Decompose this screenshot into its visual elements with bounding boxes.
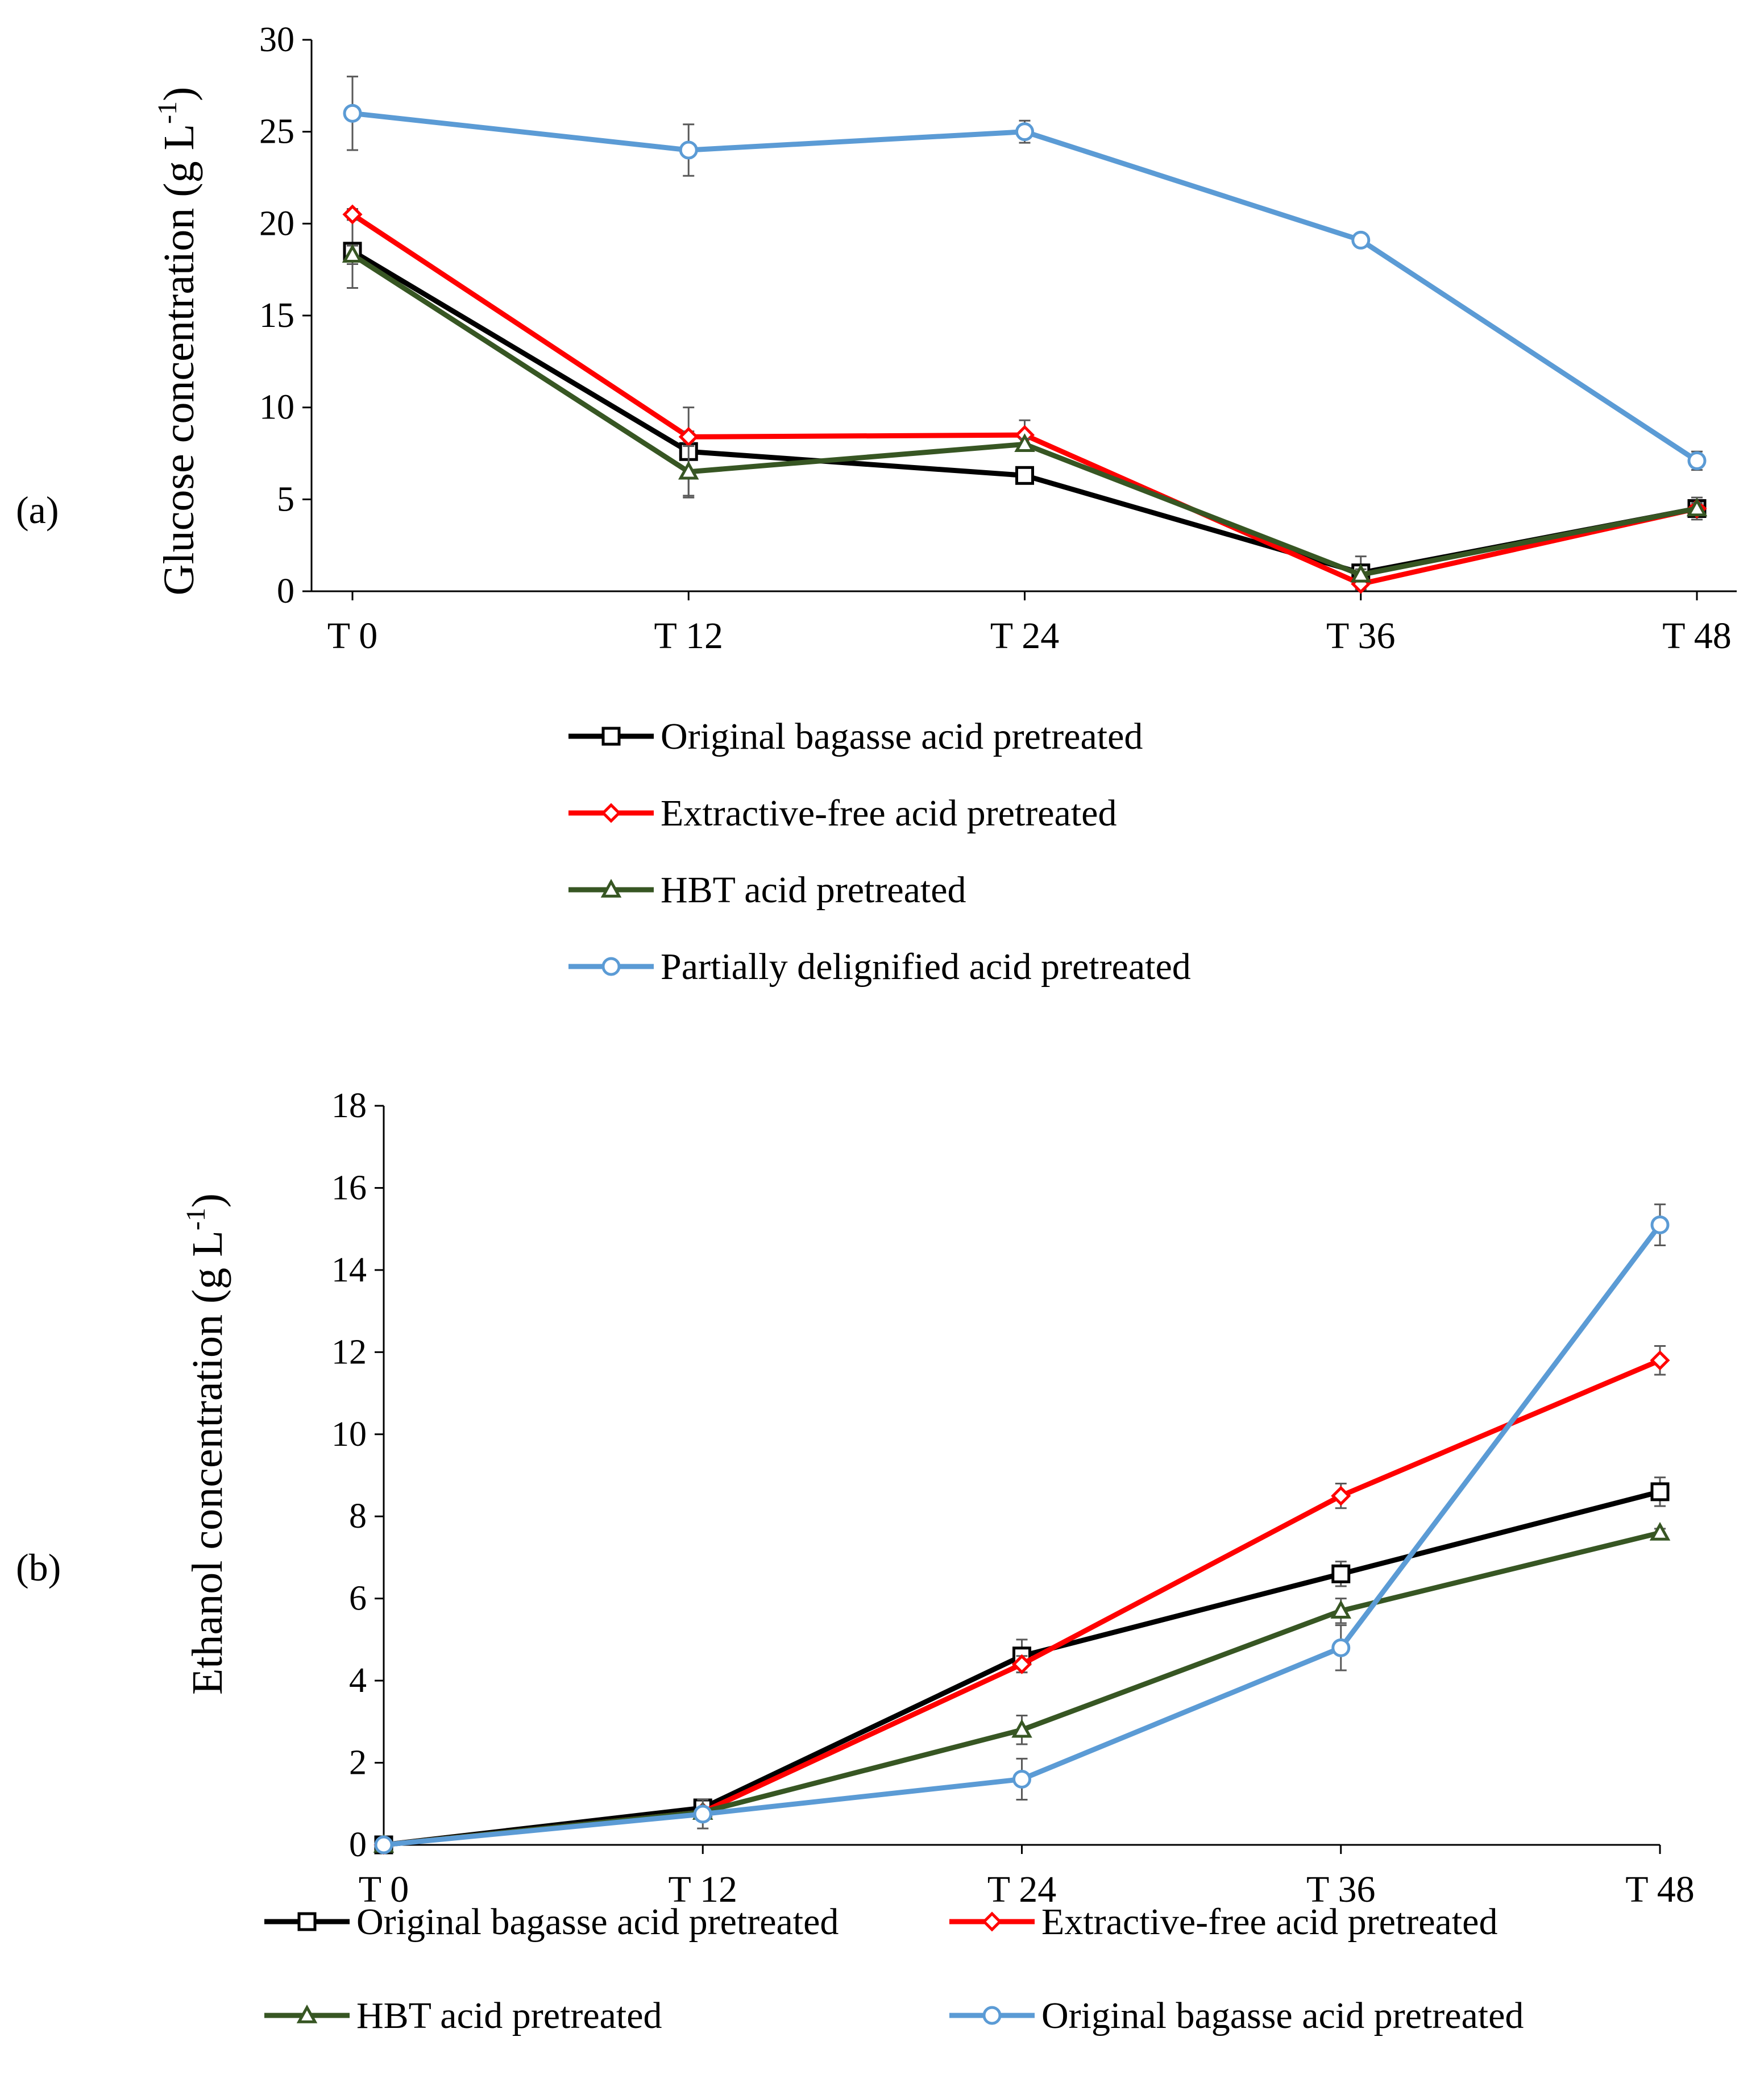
x-tick-label: T 36 [1326, 615, 1396, 657]
y-tick-label: 18 [331, 1086, 367, 1125]
data-point [1331, 1486, 1351, 1506]
y-tick-label: 5 [277, 480, 294, 518]
legend-label: Original bagasse acid pretreated [661, 716, 1143, 757]
legend-item: Original bagasse acid pretreated [949, 1995, 1524, 2036]
y-tick-label: 30 [259, 20, 294, 59]
y-tick-label: 16 [331, 1168, 367, 1207]
y-tick-label: 12 [331, 1333, 367, 1371]
legend-item: Original bagasse acid pretreated [264, 1901, 839, 1943]
data-point [342, 244, 363, 263]
glucose-chart: Glucose concentration (g L-1) 0 5 10 15 20 25… [152, 20, 1737, 988]
data-point [1330, 1600, 1351, 1619]
glucose-y-axis-title: Glucose concentration (g L-1) [152, 87, 203, 596]
ethanol-y-axis-title: Ethanol concentration (g L-1) [181, 1193, 231, 1695]
data-point [1351, 230, 1371, 250]
legend-label: HBT acid pretreated [356, 1995, 662, 2036]
data-point [1686, 497, 1708, 517]
data-point [1014, 433, 1035, 453]
legend-label: Partially delignified acid pretreated [661, 946, 1191, 988]
data-point [1012, 1769, 1031, 1789]
legend: Original bagasse acid pretreated Extracti… [264, 1901, 1524, 2036]
legend-marker [600, 878, 622, 898]
x-tick-label: T 36 [1306, 1869, 1376, 1910]
data-point [343, 103, 362, 123]
data-point [342, 204, 363, 225]
data-point [1649, 1521, 1671, 1541]
y-tick-label: 10 [259, 388, 294, 427]
legend-label: Extractive-free acid pretreated [1041, 1901, 1497, 1943]
ethanol-chart: Ethanol concentration (g L-1) 0 2 4 6 8 10 12 1… [181, 1086, 1695, 2036]
x-tick-label: T 0 [359, 1869, 409, 1910]
y-tick-label: 6 [349, 1579, 367, 1618]
data-point [374, 1835, 393, 1855]
legend-item: Extractive-free acid pretreated [949, 1901, 1497, 1943]
legend-item: Original bagasse acid pretreated [568, 716, 1143, 757]
legend-item: HBT acid pretreated [264, 1995, 662, 2036]
data-point [1015, 122, 1034, 142]
x-tick-label: T 48 [1625, 1869, 1695, 1910]
y-tick-label: 2 [349, 1744, 367, 1782]
y-tick-label: 0 [277, 572, 294, 611]
data-point [1011, 1719, 1032, 1738]
data-point [1331, 1564, 1351, 1583]
data-point [1015, 466, 1034, 485]
legend-label: Extractive-free acid pretreated [661, 793, 1116, 834]
data-point [1350, 563, 1371, 583]
legend-item: Partially delignified acid pretreated [568, 946, 1191, 988]
data-point [1650, 1482, 1670, 1501]
x-tick-label: T 24 [987, 1869, 1057, 1910]
legend-marker [297, 1912, 317, 1931]
legend-marker [601, 957, 621, 976]
x-tick-label: T 12 [654, 615, 723, 657]
data-point [1650, 1350, 1670, 1371]
legend-label: HBT acid pretreated [661, 869, 966, 911]
data-point [693, 1805, 712, 1824]
legend-marker [601, 727, 621, 746]
y-tick-label: 15 [259, 296, 294, 335]
legend-label: Original bagasse acid pretreated [1041, 1995, 1524, 2036]
y-tick-label: 25 [259, 113, 294, 151]
series-3 [342, 244, 1708, 583]
series-4 [374, 1203, 1670, 1855]
legend-marker [601, 803, 621, 823]
y-tick-label: 14 [331, 1251, 367, 1289]
panel-a-label: (a) [16, 488, 59, 532]
series-4 [343, 76, 1707, 471]
legend-item: Extractive-free acid pretreated [568, 793, 1116, 834]
legend-marker [982, 2006, 1002, 2025]
legend-marker [296, 2004, 318, 2023]
legend: Original bagasse acid pretreated Extracti… [568, 716, 1191, 988]
panel-b-label: (b) [16, 1546, 61, 1589]
x-tick-label: T 24 [990, 615, 1060, 657]
data-point [678, 426, 699, 447]
data-point [679, 140, 698, 160]
y-tick-label: 20 [259, 204, 294, 243]
y-tick-label: 0 [349, 1826, 367, 1864]
legend-label: Original bagasse acid pretreated [356, 1901, 839, 1943]
y-tick-label: 4 [349, 1661, 367, 1700]
data-point [1011, 1654, 1032, 1674]
data-point [678, 461, 699, 480]
x-tick-label: T 0 [327, 615, 378, 657]
x-tick-label: T 48 [1662, 615, 1732, 657]
data-point [1650, 1215, 1670, 1234]
data-point [1331, 1638, 1351, 1657]
y-tick-label: 10 [331, 1415, 367, 1454]
y-tick-label: 8 [349, 1497, 367, 1536]
x-tick-label: T 12 [668, 1869, 737, 1910]
legend-marker [982, 1911, 1002, 1932]
data-point [1687, 451, 1707, 470]
legend-item: HBT acid pretreated [568, 869, 966, 911]
